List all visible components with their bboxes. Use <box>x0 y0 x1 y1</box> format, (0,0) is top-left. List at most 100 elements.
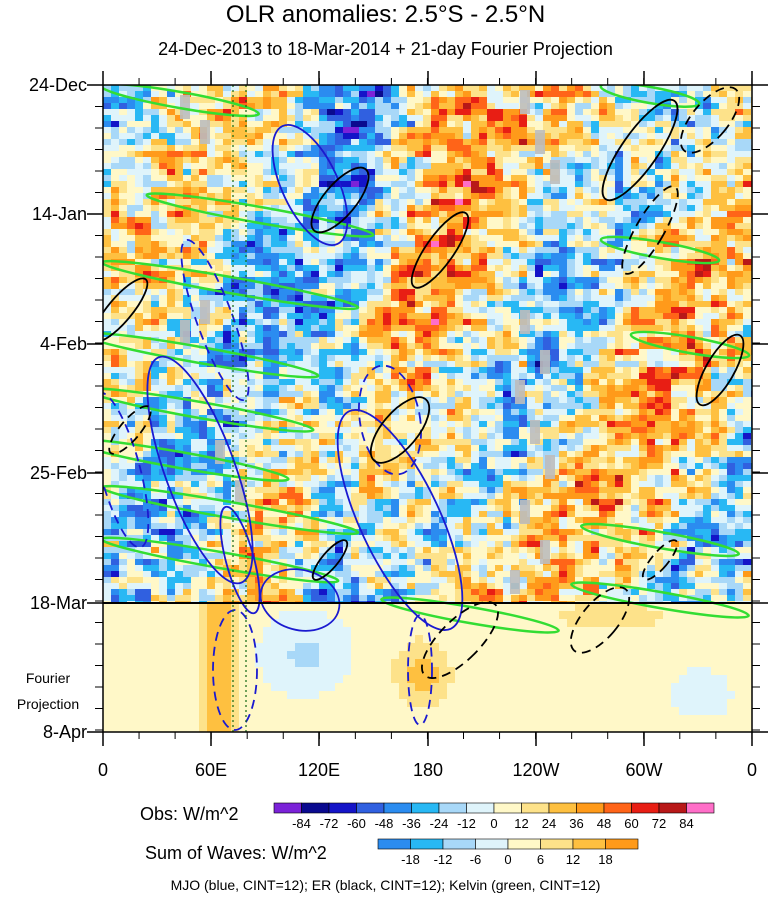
waves-colorbar-swatch <box>572 838 606 850</box>
projection-label-line2: Projection <box>16 696 80 712</box>
obs-colorbar-tick-label: 24 <box>542 816 556 831</box>
obs-colorbar-swatch <box>603 802 632 814</box>
x-tick-label-2: 60E <box>194 760 228 780</box>
obs-colorbar-tick-label: -36 <box>402 816 421 831</box>
obs-colorbar-swatch <box>301 802 330 814</box>
mjo-contour <box>259 568 341 632</box>
er-contour <box>621 185 679 275</box>
obs-colorbar-tick-label: 12 <box>514 816 528 831</box>
x-tick-label-4: 180 <box>412 760 444 780</box>
obs-colorbar-tick-label: -24 <box>430 816 449 831</box>
er-contour <box>421 601 499 679</box>
obs-colorbar-swatch <box>576 802 605 814</box>
waves-colorbar-tick-label: -12 <box>434 852 453 867</box>
obs-colorbar-swatch <box>548 802 577 814</box>
kelvin-contour <box>145 192 375 238</box>
y-tick-label-1: 24-Dec <box>28 75 87 95</box>
waves-colorbar-swatch <box>377 838 411 850</box>
obs-colorbar-tick-label: 84 <box>679 816 693 831</box>
obs-colorbar-swatch <box>411 802 440 814</box>
obs-colorbar-swatch <box>273 802 302 814</box>
kelvin-contour <box>570 581 750 619</box>
obs-colorbar-swatch <box>356 802 385 814</box>
obs-colorbar-tick-label: -60 <box>347 816 366 831</box>
kelvin-contour <box>579 522 741 558</box>
waves-colorbar-tick-label: -18 <box>401 852 420 867</box>
mjo-contour <box>180 238 250 402</box>
y-tick-label-3: 4-Feb <box>39 334 87 354</box>
x-tick-label-7: 0 <box>746 760 757 780</box>
er-contour <box>601 98 679 202</box>
waves-colorbar-swatch <box>507 838 541 850</box>
waves-colorbar-tick-label: 0 <box>504 852 511 867</box>
obs-colorbar-swatch <box>466 802 495 814</box>
x-tick-label-6: 60W <box>625 760 663 780</box>
y-tick-label-2: 14-Jan <box>31 204 87 224</box>
waves-colorbar-tick-label: -6 <box>470 852 482 867</box>
mjo-contour <box>407 614 433 726</box>
kelvin-contour <box>103 438 290 482</box>
obs-legend-title: Obs: W/m^2 <box>140 804 239 824</box>
er-contour <box>410 211 470 289</box>
obs-colorbar-swatch <box>631 802 660 814</box>
obs-colorbar-swatch <box>521 802 550 814</box>
x-tick-label-3: 120E <box>297 760 341 780</box>
er-contour <box>679 86 741 154</box>
kelvin-contour <box>599 85 701 108</box>
obs-colorbar-tick-label: 48 <box>597 816 611 831</box>
obs-colorbar-tick-label: -12 <box>457 816 476 831</box>
obs-colorbar-swatch <box>686 802 715 814</box>
y-tick-label-4: 25-Feb <box>29 463 87 483</box>
obs-colorbar-tick-label: -72 <box>320 816 339 831</box>
mjo-contour <box>212 609 258 731</box>
kelvin-contour <box>599 235 721 265</box>
obs-colorbar-tick-label: -48 <box>375 816 394 831</box>
obs-colorbar-swatch <box>493 802 522 814</box>
waves-colorbar-swatch <box>605 838 639 850</box>
obs-colorbar-tick-label: 0 <box>490 816 497 831</box>
er-contour <box>369 396 431 464</box>
kelvin-contour <box>103 387 315 433</box>
waves-legend-title: Sum of Waves: W/m^2 <box>145 843 327 863</box>
contour-legend: MJO (blue, CINT=12); ER (black, CINT=12)… <box>170 877 601 893</box>
kelvin-contour <box>103 85 261 118</box>
chart-subtitle: 24-Dec-2013 to 18-Mar-2014 + 21-day Four… <box>158 39 613 59</box>
observed-anomaly-field <box>103 85 752 603</box>
kelvin-contour <box>380 596 560 634</box>
mjo-contour <box>358 364 422 476</box>
obs-colorbar-tick-label: 36 <box>569 816 583 831</box>
waves-colorbar-swatch <box>540 838 574 850</box>
mjo-contour <box>336 409 464 631</box>
kelvin-contour <box>103 259 360 311</box>
x-tick-label-5: 120W <box>512 760 560 780</box>
projection-label-line1: Fourier <box>25 670 71 686</box>
kelvin-contour <box>103 484 360 536</box>
projected-anomaly-field <box>103 603 752 732</box>
er-contour <box>103 277 149 343</box>
obs-colorbar-swatch <box>328 802 357 814</box>
mjo-contour <box>146 355 254 585</box>
chart-title: OLR anomalies: 2.5°S - 2.5°N <box>225 1 546 28</box>
waves-colorbar-swatch <box>442 838 476 850</box>
obs-colorbar-tick-label: 72 <box>652 816 666 831</box>
mjo-contour <box>103 391 150 549</box>
wave-contours <box>103 85 751 732</box>
waves-colorbar-swatch <box>410 838 444 850</box>
waves-colorbar-tick-label: 18 <box>598 852 612 867</box>
obs-colorbar-swatch <box>383 802 412 814</box>
kelvin-contour <box>103 331 320 379</box>
er-contour <box>569 586 631 654</box>
plot-axes <box>87 71 768 746</box>
er-contour <box>695 333 745 407</box>
waves-colorbar-tick-label: 6 <box>537 852 544 867</box>
obs-colorbar-swatch <box>658 802 687 814</box>
er-contour <box>310 166 370 234</box>
mjo-contour <box>271 124 349 246</box>
er-contour <box>641 539 679 581</box>
x-tick-label-1: 0 <box>97 760 108 780</box>
er-contour <box>311 539 349 581</box>
colorbars: -84 -72 -60 -48 -36 -24 -12 0 12 24 36 48 60 72 84-18-… <box>273 802 715 867</box>
obs-colorbar-tick-label: 60 <box>624 816 638 831</box>
obs-colorbar-tick-label: -84 <box>292 816 311 831</box>
